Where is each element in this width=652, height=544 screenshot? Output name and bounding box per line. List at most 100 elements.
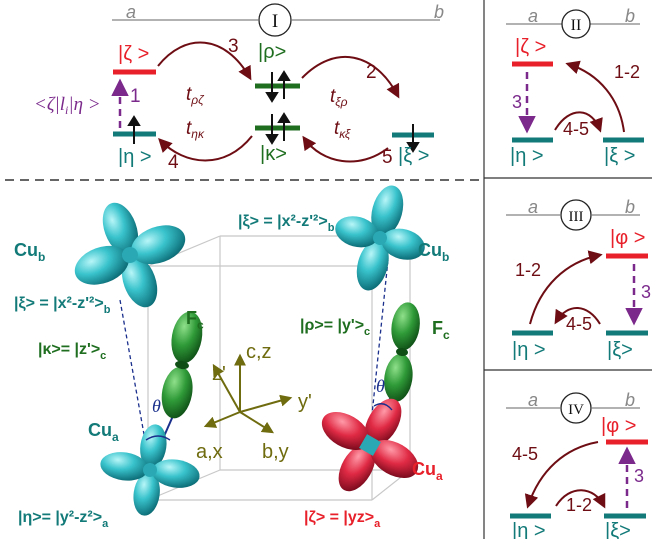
panel-I-end-a: a bbox=[126, 2, 136, 22]
axis-ax: a,x bbox=[196, 441, 223, 463]
label-f-right: F bbox=[432, 318, 443, 338]
orbital-moment-sub: i bbox=[65, 103, 68, 117]
IV-small-arrow bbox=[555, 489, 606, 509]
orbital-f-left bbox=[161, 311, 203, 419]
II-small-arrow bbox=[554, 111, 603, 133]
label-cu-a-left: Cu bbox=[88, 420, 112, 440]
orbital-cu-b-right bbox=[335, 185, 425, 291]
panel-II-end-b: b bbox=[625, 6, 635, 26]
t-kappa-xi-sub: κξ bbox=[339, 127, 351, 141]
label-eta: |η > bbox=[118, 146, 152, 168]
label-xi: |ξ > bbox=[398, 145, 429, 167]
svg-text:tρζ: tρζ bbox=[186, 84, 205, 107]
t-kappa-xi: t bbox=[334, 118, 340, 139]
panel-III-badge bbox=[560, 199, 592, 231]
III-step-big: 1-2 bbox=[515, 260, 541, 280]
label-cu-b-left-sub: b bbox=[38, 250, 45, 264]
orbital-moment-label: <ζ|l bbox=[34, 94, 65, 115]
theta-left: θ bbox=[152, 396, 161, 416]
axis-z-prime: z' bbox=[212, 363, 226, 385]
panel-III-end-b: b bbox=[625, 197, 635, 217]
II-big-arrow bbox=[565, 60, 625, 133]
svg-text:Cua: Cua bbox=[88, 420, 119, 444]
svg-text:|η>= |y²-z²>a: |η>= |y²-z²>a bbox=[18, 509, 109, 530]
axis-cz: c,z bbox=[246, 341, 272, 363]
label-zeta: |ζ > bbox=[118, 43, 149, 65]
axes-triad bbox=[203, 353, 293, 434]
label-rho-right-sub: c bbox=[364, 326, 370, 338]
panel-IV: IV a b |φ > |η > |ξ> 3 4-5 1-2 bbox=[506, 390, 648, 542]
panel-II: II a b |ζ > |η > |ξ > 3 4-5 1-2 bbox=[506, 6, 644, 167]
hop-arrow-5 bbox=[302, 135, 389, 163]
panel-I-label: I bbox=[272, 11, 278, 32]
II-label-eta: |η > bbox=[510, 145, 544, 167]
svg-text:Cub: Cub bbox=[14, 240, 45, 264]
label-eta-bottom-sub: a bbox=[102, 518, 109, 530]
III-step-small: 4-5 bbox=[566, 314, 592, 334]
label-zeta-bottom: |ζ> = |yz> bbox=[304, 509, 374, 526]
spin-arrows bbox=[127, 70, 420, 153]
panel-I: I a b |ζ > |η > |ρ> |κ> |ξ > tρζ bbox=[34, 2, 444, 173]
label-kappa-left-sub: c bbox=[100, 350, 106, 362]
hop-arrow-2 bbox=[301, 55, 400, 99]
III-label-phi: |φ > bbox=[610, 227, 645, 249]
crystal-structure: θ θ z' c,z y' a,x b,y Cub Cub Cua Cua Fc… bbox=[14, 185, 450, 530]
svg-text:Fc: Fc bbox=[186, 308, 204, 332]
IV-step-small: 1-2 bbox=[566, 495, 592, 515]
orbital-cu-a-right bbox=[321, 398, 419, 492]
label-cu-a-right-sub: a bbox=[436, 469, 443, 483]
label-cu-b-right-sub: b bbox=[442, 250, 449, 264]
svg-text:tκξ: tκξ bbox=[334, 118, 351, 141]
svg-text:Cua: Cua bbox=[412, 459, 443, 483]
label-eta-bottom: |η>= |y²-z²> bbox=[18, 509, 102, 526]
svg-text:Fc: Fc bbox=[432, 318, 450, 342]
step-1: 1 bbox=[130, 86, 141, 107]
label-cu-b-left: Cu bbox=[14, 240, 38, 260]
t-eta-kappa: t bbox=[186, 118, 192, 139]
axis-y-prime: y' bbox=[298, 391, 312, 413]
label-xi-top-sub: b bbox=[328, 222, 335, 234]
label-cu-a-left-sub: a bbox=[112, 430, 119, 444]
III-big-arrow bbox=[529, 250, 603, 325]
svg-text:|κ>= |z'>c: |κ>= |z'>c bbox=[38, 341, 106, 362]
label-f-left: F bbox=[186, 308, 197, 328]
hop-arrow-3 bbox=[157, 41, 252, 81]
label-xi-top: |ξ> = |x²-z'²> bbox=[238, 213, 328, 230]
IV-label-xi: |ξ> bbox=[605, 520, 631, 539]
theta-right: θ bbox=[376, 376, 385, 396]
svg-text:<ζ|li|η >: <ζ|li|η > bbox=[34, 94, 101, 117]
t-rho-zeta: t bbox=[186, 84, 192, 105]
theta-arc-left bbox=[145, 435, 171, 441]
step-2: 2 bbox=[366, 62, 377, 83]
panel-IV-badge bbox=[560, 392, 592, 424]
IV-big-arrow bbox=[524, 441, 599, 509]
label-f-left-sub: c bbox=[197, 318, 204, 332]
svg-text:|ζ> = |yz>a: |ζ> = |yz>a bbox=[304, 509, 381, 530]
hop-arrow-4 bbox=[158, 135, 253, 162]
orbital-cu-a-left bbox=[100, 424, 200, 516]
label-rho-right: |ρ>= |y'> bbox=[300, 317, 364, 334]
panel-III-end-a: a bbox=[528, 197, 538, 217]
II-step-small: 4-5 bbox=[563, 119, 589, 139]
IV-step-big: 4-5 bbox=[512, 444, 538, 464]
label-rho: |ρ> bbox=[258, 41, 286, 63]
svg-text:|ρ>= |y'>c: |ρ>= |y'>c bbox=[300, 317, 370, 338]
label-xi-left-sub: b bbox=[104, 304, 111, 316]
label-cu-a-right: Cu bbox=[412, 459, 436, 479]
IV-step-vertical: 3 bbox=[634, 466, 644, 486]
label-zeta-bottom-sub: a bbox=[374, 518, 381, 530]
label-kappa-left: |κ>= |z'> bbox=[38, 341, 100, 358]
panel-I-end-b: b bbox=[434, 2, 444, 22]
step-3: 3 bbox=[228, 36, 239, 57]
panel-IV-label: IV bbox=[568, 402, 584, 418]
svg-text:Cub: Cub bbox=[418, 240, 449, 264]
panel-I-badge bbox=[258, 3, 292, 37]
label-cu-b-right: Cu bbox=[418, 240, 442, 260]
bond-right-dashed bbox=[369, 259, 389, 435]
II-label-zeta: |ζ > bbox=[515, 36, 546, 58]
panel-II-badge bbox=[561, 9, 591, 39]
step-5: 5 bbox=[382, 147, 393, 168]
III-label-eta: |η > bbox=[512, 339, 546, 361]
